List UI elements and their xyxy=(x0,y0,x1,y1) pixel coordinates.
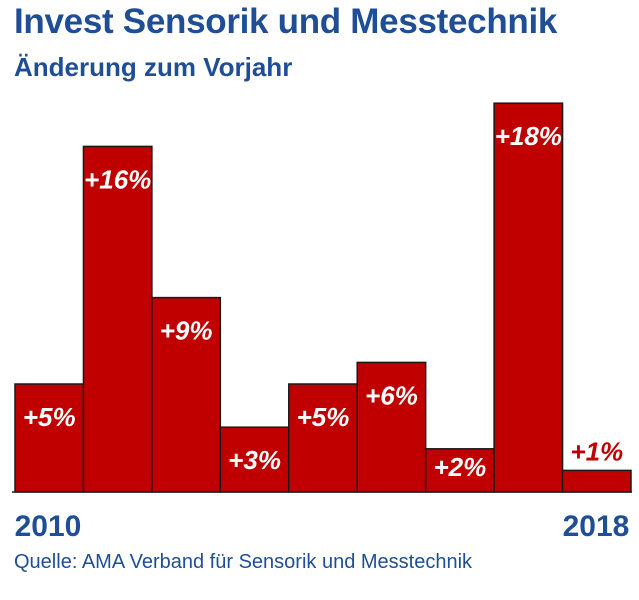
bar-labels-group: +5% +16% +9% +3% +5% +6% +2% +18% +1% xyxy=(23,121,623,482)
bar-2015 xyxy=(356,361,427,493)
x-tick-label-last: 2018 xyxy=(563,510,630,543)
bar-label-2010: +5% xyxy=(23,402,76,432)
bar-2010 xyxy=(14,383,85,493)
bar-label-2017: +18% xyxy=(495,121,562,151)
bar-2014 xyxy=(288,383,358,493)
bar-label-2018: +1% xyxy=(570,436,623,466)
source-note: Quelle: AMA Verband für Sensorik und Mes… xyxy=(14,551,473,573)
chart-subtitle: Änderung zum Vorjahr xyxy=(14,52,293,82)
bar-label-2016: +2% xyxy=(434,452,487,482)
bar-chart: +5% +16% +9% +3% +5% +6% +2% +18% +1% 2010 2018 xyxy=(12,102,632,543)
bar-label-2012: +9% xyxy=(160,316,213,346)
bar-2011 xyxy=(82,145,153,493)
bars-group xyxy=(14,102,632,493)
x-tick-label-first: 2010 xyxy=(15,510,82,543)
bar-label-2014: +5% xyxy=(297,402,350,432)
bar-label-2015: +6% xyxy=(365,380,418,410)
bar-label-2011: +16% xyxy=(84,164,151,194)
bar-2018 xyxy=(561,469,632,493)
chart-title: Invest Sensorik und Messtechnik xyxy=(14,2,558,41)
bar-2017 xyxy=(493,102,564,493)
bar-label-2013: +3% xyxy=(228,445,281,475)
